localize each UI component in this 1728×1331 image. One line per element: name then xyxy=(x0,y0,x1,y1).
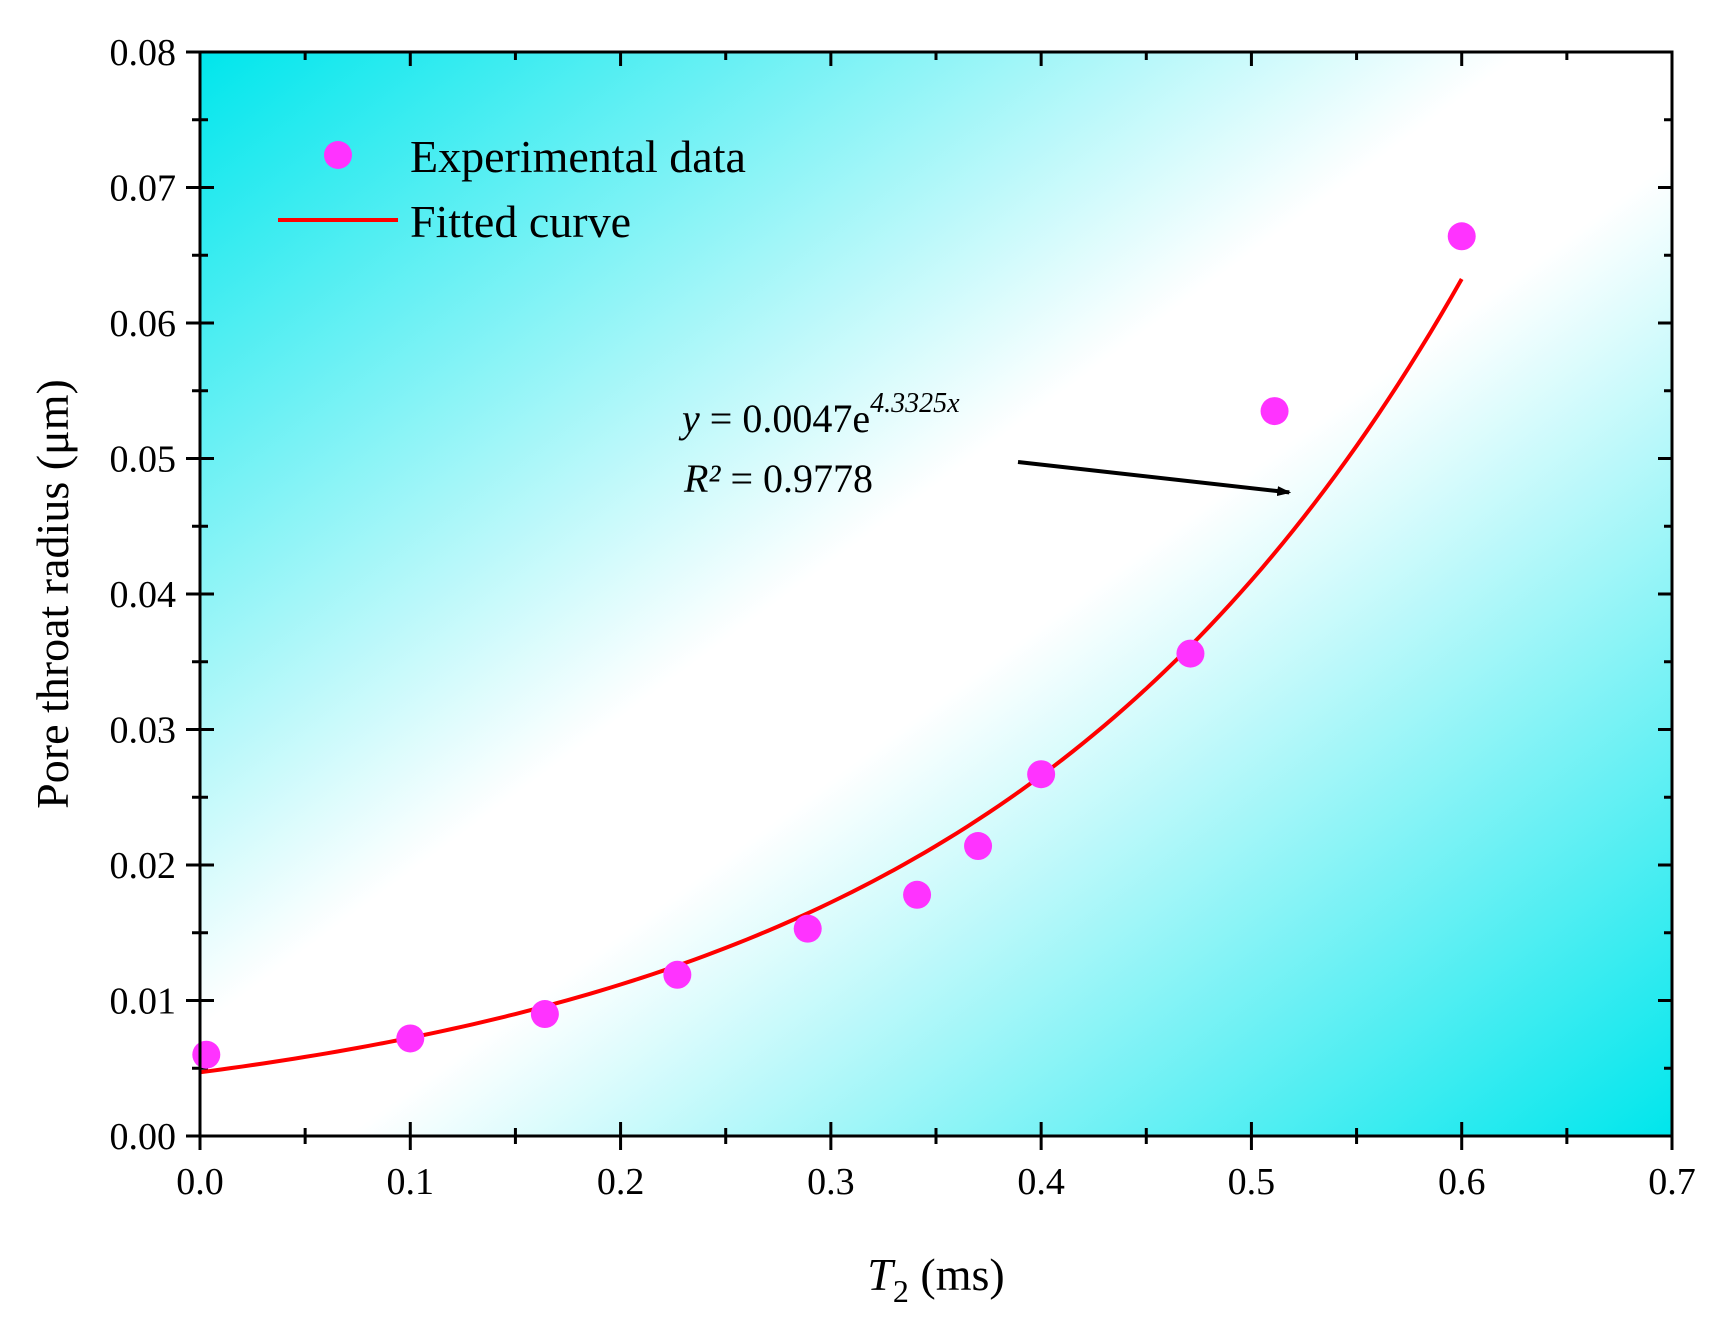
y-tick-label: 0.08 xyxy=(110,32,177,74)
data-point xyxy=(903,880,932,909)
axis-ticks xyxy=(186,50,1674,1150)
legend-label-fitted: Fitted curve xyxy=(410,196,631,247)
y-tick-label: 0.04 xyxy=(110,574,177,616)
x-tick-label: 0.1 xyxy=(387,1161,435,1203)
r-squared-text: R² = 0.9778 xyxy=(683,456,873,501)
fit-annotation: y = 0.0047e4.3325x R² = 0.9778 xyxy=(678,388,1292,501)
plot-frame xyxy=(198,50,1674,1138)
data-point xyxy=(663,960,692,989)
data-point xyxy=(396,1024,425,1053)
legend: Experimental data Fitted curve xyxy=(278,131,746,247)
equation-text: y = 0.0047e4.3325x xyxy=(678,388,960,441)
x-tick-label: 0.6 xyxy=(1438,1161,1486,1203)
legend-marker-experimental xyxy=(324,141,352,169)
x-tick-label: 0.0 xyxy=(176,1161,224,1203)
y-tick-label: 0.06 xyxy=(110,303,177,345)
x-tick-label: 0.7 xyxy=(1648,1161,1696,1203)
r-squared-value: = 0.9778 xyxy=(720,456,873,501)
x-tick-label: 0.3 xyxy=(807,1161,855,1203)
x-tick-label: 0.5 xyxy=(1228,1161,1276,1203)
y-axis-label: Pore throat radius (μm) xyxy=(27,379,78,809)
x-tick-labels: 0.0 0.1 0.2 0.3 0.4 0.5 0.6 0.7 xyxy=(176,1161,1696,1203)
legend-label-experimental: Experimental data xyxy=(410,131,746,182)
data-point xyxy=(530,1000,559,1029)
plot-background xyxy=(200,52,1672,1136)
y-tick-label: 0.02 xyxy=(110,845,177,887)
data-point xyxy=(1260,397,1289,426)
x-axis-label-unit: (ms) xyxy=(909,1249,1005,1300)
equation-exponent: 4.3325x xyxy=(870,388,960,419)
annotation-arrow xyxy=(1017,460,1292,497)
x-axis-label-sub: 2 xyxy=(893,1273,909,1309)
data-point xyxy=(964,832,993,861)
x-tick-label: 0.4 xyxy=(1017,1161,1065,1203)
y-tick-label: 0.05 xyxy=(110,439,177,481)
x-axis-label-main: T xyxy=(867,1249,896,1300)
x-tick-label: 0.2 xyxy=(597,1161,645,1203)
data-point xyxy=(793,914,822,943)
r-squared-label: R² xyxy=(683,456,721,501)
y-tick-label: 0.00 xyxy=(110,1116,177,1158)
y-tick-label: 0.07 xyxy=(110,168,177,210)
y-tick-label: 0.01 xyxy=(110,981,177,1023)
data-point xyxy=(1027,760,1056,789)
equation-variable: y xyxy=(678,396,700,441)
equation-body: = 0.0047e xyxy=(700,396,870,441)
y-tick-label: 0.03 xyxy=(110,710,177,752)
data-point xyxy=(1176,639,1205,668)
y-tick-labels: 0.00 0.01 0.02 0.03 0.04 0.05 0.06 0.07 0.08 xyxy=(110,32,177,1158)
x-axis-label: T2 (ms) xyxy=(867,1249,1004,1309)
experimental-points-layer xyxy=(192,222,1476,1069)
data-point xyxy=(1447,222,1476,251)
data-point xyxy=(192,1040,221,1069)
